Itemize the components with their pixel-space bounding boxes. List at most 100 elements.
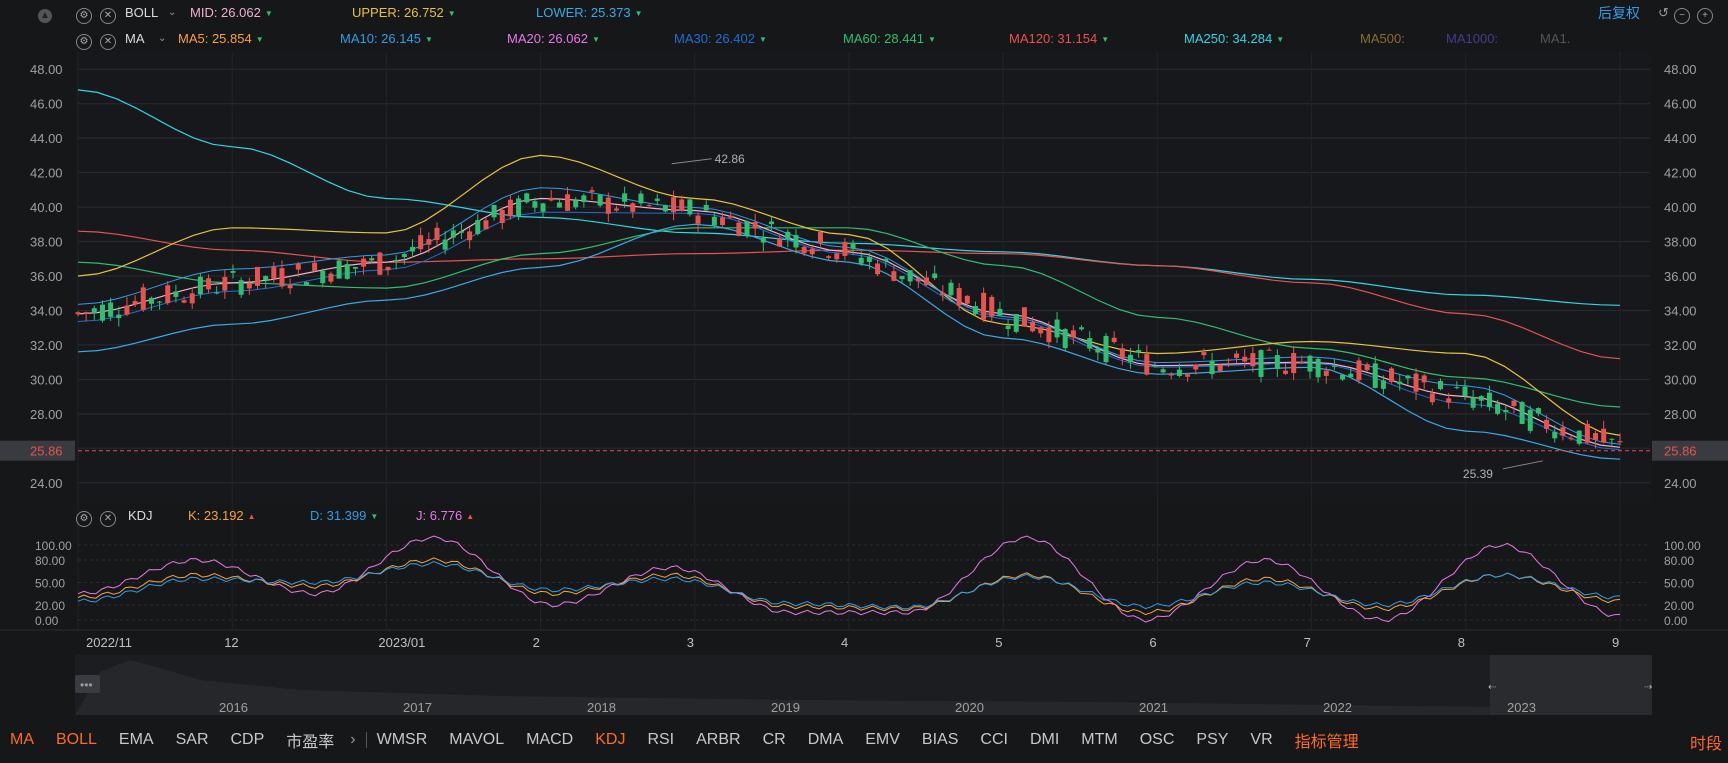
boll-indicator-name[interactable]: BOLL	[125, 5, 159, 20]
price-tick-right: 30.00	[1664, 372, 1697, 387]
tab-cci[interactable]: CCI	[980, 731, 1008, 748]
restoration-toggle[interactable]: 后复权	[1598, 5, 1640, 21]
candle-body	[393, 259, 399, 262]
tab-ema[interactable]: EMA	[118, 731, 154, 748]
candle-body	[1454, 387, 1460, 389]
tab-kdj[interactable]: KDJ	[595, 731, 626, 748]
kdj-tick-left: 50.00	[35, 577, 65, 591]
ma500-value: MA500:	[1360, 31, 1405, 46]
tab-cr[interactable]: CR	[762, 731, 786, 748]
zoom-out-icon[interactable]: −	[1674, 6, 1690, 24]
candle-body	[1242, 356, 1248, 362]
candle-body	[1217, 364, 1223, 372]
candle-body	[858, 257, 864, 264]
tab-macd[interactable]: MACD	[526, 731, 574, 748]
candle-body	[99, 304, 105, 321]
candle-body	[1348, 373, 1354, 378]
boll-lower: LOWER: 25.373 ▼	[536, 5, 643, 20]
candle-body	[1234, 353, 1240, 358]
candle-body	[1307, 355, 1313, 372]
tab-osc[interactable]: OSC	[1139, 731, 1175, 748]
chevron-right-icon[interactable]: ›	[350, 731, 356, 748]
overview-handle	[75, 675, 100, 693]
close-icon[interactable]: ✕	[100, 509, 116, 527]
candle-body	[834, 253, 840, 260]
candle-body	[499, 209, 505, 224]
tab-mavol[interactable]: MAVOL	[449, 731, 505, 748]
tab-psy[interactable]: PSY	[1196, 731, 1229, 748]
gear-icon[interactable]: ⚙	[76, 509, 92, 527]
kdj-k: K: 23.192 ▲	[188, 508, 256, 523]
tab-rsi[interactable]: RSI	[647, 731, 675, 748]
candle-body	[1176, 369, 1182, 377]
tab-dmi[interactable]: DMI	[1029, 731, 1060, 748]
tab-ma[interactable]: MA	[10, 731, 34, 748]
tab-cdp[interactable]: CDP	[230, 731, 265, 748]
tab-indicator-manage[interactable]: 指标管理	[1294, 734, 1359, 751]
candle-body	[83, 312, 89, 314]
candle-body	[254, 266, 260, 286]
candle-body	[866, 256, 872, 262]
tab-wmsr[interactable]: WMSR	[376, 731, 428, 748]
gear-icon[interactable]: ⚙	[76, 32, 92, 50]
candle-body	[157, 301, 163, 303]
candle-body	[556, 202, 562, 208]
close-icon[interactable]: ✕	[100, 32, 116, 50]
ma250-value: MA250: 34.284 ▼	[1184, 31, 1285, 46]
kdj-indicator-name[interactable]: KDJ	[128, 508, 153, 523]
candle-body	[1405, 375, 1411, 379]
candle-body	[703, 204, 709, 211]
candle-body	[1087, 338, 1093, 349]
price-tick-right: 38.00	[1664, 235, 1697, 250]
candle-body	[312, 262, 318, 271]
candle-body	[140, 287, 146, 310]
high-price-label: 42.86	[715, 152, 745, 166]
tab-mtm[interactable]: MTM	[1081, 731, 1118, 748]
tab-pe[interactable]: 市盈率	[286, 734, 335, 751]
price-tick-right: 34.00	[1664, 303, 1697, 318]
ma-indicator-name[interactable]: MA	[125, 31, 145, 46]
zoom-in-icon[interactable]: +	[1697, 6, 1713, 24]
candle-body	[483, 220, 489, 230]
candle-body	[524, 193, 530, 203]
tab-sar[interactable]: SAR	[175, 731, 209, 748]
overview-year-label: 2022	[1323, 700, 1352, 715]
undo-icon[interactable]: ↺	[1658, 5, 1669, 20]
tab-boll[interactable]: BOLL	[56, 731, 97, 748]
candle-body	[1209, 360, 1215, 375]
collapse-icon[interactable]: ▲	[38, 6, 52, 23]
candle-body	[181, 300, 187, 303]
candle-body	[1584, 423, 1590, 443]
candle-body	[875, 263, 881, 275]
candle-body	[785, 231, 791, 240]
price-tick-left: 44.00	[30, 131, 63, 146]
series-line-ma10	[77, 187, 1621, 445]
time-tick: 4	[841, 635, 848, 650]
gear-icon[interactable]: ⚙	[76, 6, 92, 24]
chevron-down-icon[interactable]: ⌄	[158, 33, 167, 44]
chevron-down-icon[interactable]: ⌄	[168, 7, 177, 18]
ma30-value: MA30: 26.402 ▼	[674, 31, 767, 46]
tab-dma[interactable]: DMA	[807, 731, 844, 748]
kline-chart[interactable]: 48.00 48.00 46.00 46.00 44.00 44.00 42.00 42.00…	[0, 0, 1728, 725]
candle-body	[1609, 438, 1615, 440]
tab-arbr[interactable]: ARBR	[696, 731, 741, 748]
low-price-label: 25.39	[1463, 467, 1493, 481]
close-icon[interactable]: ✕	[100, 6, 116, 24]
kdj-tick-left: 0.00	[35, 614, 59, 628]
candle-body	[777, 238, 783, 247]
candle-body	[654, 198, 660, 201]
candle-body	[507, 199, 513, 217]
period-button[interactable]: 时段	[1690, 736, 1723, 753]
tab-vr[interactable]: VR	[1250, 731, 1273, 748]
candle-body	[450, 230, 456, 238]
time-tick: 2	[533, 635, 540, 650]
candle-body	[1446, 398, 1452, 403]
tab-bias[interactable]: BIAS	[921, 731, 959, 748]
kdj-j-line	[77, 535, 1621, 623]
time-tick: 12	[224, 635, 238, 650]
tab-emv[interactable]: EMV	[865, 731, 900, 748]
high-marker-line	[671, 158, 712, 165]
candle-body	[124, 305, 130, 315]
candle-body	[1315, 358, 1321, 378]
